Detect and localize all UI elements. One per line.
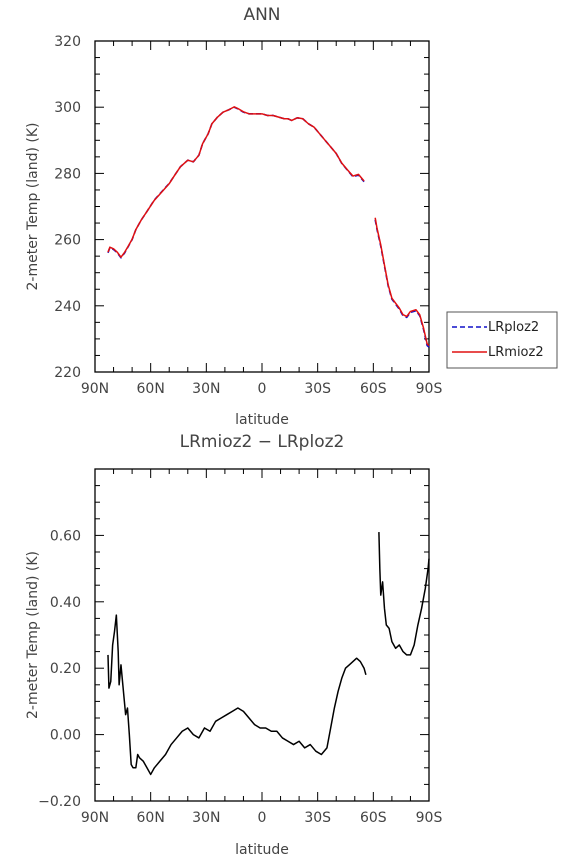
temperature-series-line-LRmioz2-segment-1: [374, 217, 430, 347]
temperature-plot: 90N 60N 30N 0 30S 60S 90S 220 240 260 280 300 320 ANN…: [25, 5, 442, 428]
temperature-x-tick-label: 60S: [360, 381, 387, 397]
difference-y-tick-label: −0.20: [38, 794, 81, 810]
temperature-y-tick-label: 260: [54, 233, 81, 249]
temperature-x-tick-label: 60N: [137, 381, 165, 397]
temperature-y-tick-label: 280: [54, 166, 81, 182]
temperature-series-line-LRploz2-segment-1: [374, 219, 430, 348]
difference-x-tick-label: 90N: [81, 810, 109, 826]
temperature-series-line-LRmioz2-segment-0: [107, 106, 365, 258]
legend-label-LRploz2: LRploz2: [488, 320, 539, 335]
difference-y-tick-label: 0.00: [50, 728, 81, 744]
temperature-x-tick-label: 30S: [304, 381, 331, 397]
temperature-y-axis-label: 2-meter Temp (land) (K): [25, 123, 41, 291]
difference-x-tick-label: 60S: [360, 810, 387, 826]
difference-series-line-difference-segment-0: [107, 614, 367, 776]
temperature-x-tick-label: 90S: [416, 381, 443, 397]
difference-chart-title: LRmioz2 − LRploz2: [180, 432, 345, 452]
difference-series-line-difference-segment-1: [378, 532, 430, 656]
legend: LRploz2 LRmioz2: [446, 311, 558, 369]
difference-y-axis-label: 2-meter Temp (land) (K): [25, 551, 41, 719]
difference-plot: 90N 60N 30N 0 30S 60S 90S −0.20 0.00 0.20 0.40 0.60…: [25, 432, 442, 858]
difference-x-tick-label: 60N: [137, 810, 165, 826]
legend-box: [446, 311, 558, 369]
legend-label-LRmioz2: LRmioz2: [488, 345, 544, 360]
difference-y-tick-label: 0.40: [50, 595, 81, 611]
temperature-x-tick-label: 90N: [81, 381, 109, 397]
temperature-y-tick-label: 320: [54, 34, 81, 50]
temperature-x-tick-label: 0: [258, 381, 267, 397]
difference-x-axis-label: latitude: [235, 842, 289, 858]
difference-x-tick-label: 90S: [416, 810, 443, 826]
temperature-series-line-LRploz2-segment-0: [107, 106, 365, 259]
difference-y-tick-label: 0.20: [50, 661, 81, 677]
difference-x-tick-label: 0: [258, 810, 267, 826]
temperature-y-tick-label: 300: [54, 100, 81, 116]
temperature-y-tick-label: 240: [54, 299, 81, 315]
temperature-x-tick-label: 30N: [192, 381, 220, 397]
difference-plot-frame: [94, 468, 430, 802]
temperature-chart-title: ANN: [243, 5, 280, 25]
difference-x-tick-label: 30S: [304, 810, 331, 826]
temperature-plot-frame: [94, 40, 430, 373]
temperature-y-tick-label: 220: [54, 365, 81, 381]
temperature-x-axis-label: latitude: [235, 412, 289, 428]
difference-y-tick-label: 0.60: [50, 528, 81, 544]
difference-x-tick-label: 30N: [192, 810, 220, 826]
